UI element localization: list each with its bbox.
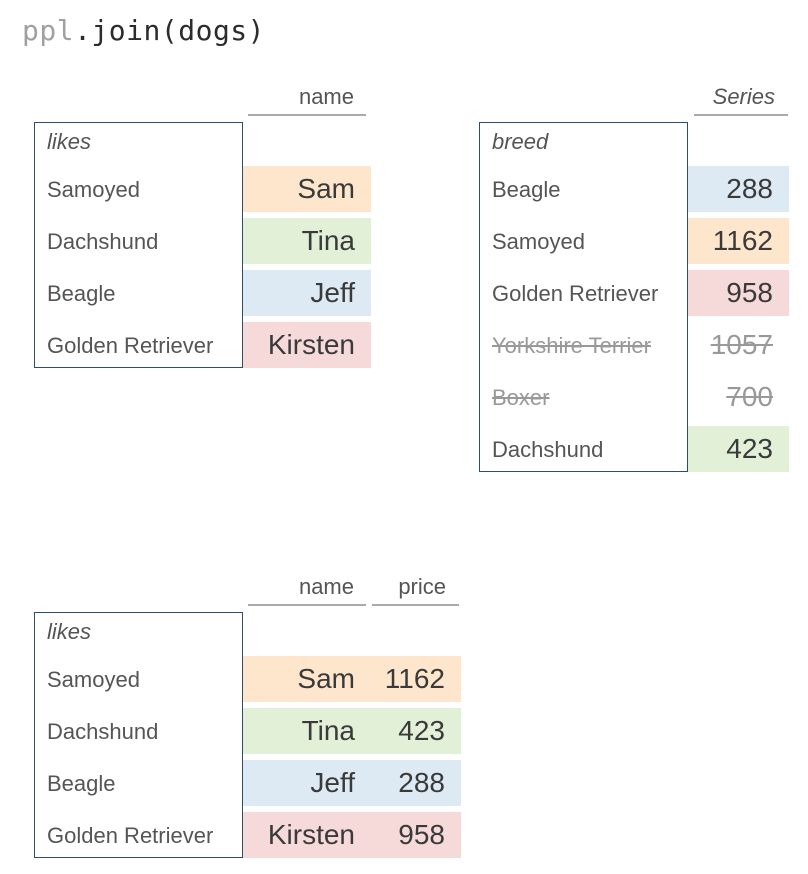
ppl-index-label: Golden Retriever [47, 333, 214, 358]
dogs-value-cell: 958 [688, 270, 789, 316]
result-price-cell: 1162 [371, 656, 461, 702]
ppl-index-label: Dachshund [47, 229, 159, 254]
dogs-index-label: Dachshund [492, 437, 604, 462]
dogs-index-label: Golden Retriever [492, 281, 659, 306]
dogs-value-cell: 1162 [688, 218, 789, 264]
ppl-name-cell: Jeff [243, 270, 371, 316]
ppl-name-cell: Tina [243, 218, 371, 264]
result-column-underline [248, 604, 366, 606]
ppl-index-box: likes Samoyed Dachshund Beagle Golden Re… [34, 122, 243, 368]
result-column-header-name: name [298, 574, 354, 599]
result-name-cell: Sam [243, 656, 371, 702]
result-price-cell: 288 [371, 760, 461, 806]
dogs-index-box: breed Beagle Samoyed Golden Retriever Yo… [479, 122, 688, 472]
result-index-label: Beagle [47, 771, 116, 796]
result-index-label: Dachshund [47, 719, 159, 744]
dogs-value-cell: 423 [688, 426, 789, 472]
dogs-value-cell-dropped: 700 [726, 381, 773, 412]
ppl-index-label: Beagle [47, 281, 116, 306]
dogs-value-cell-dropped: 1057 [710, 329, 773, 360]
ppl-index-name: likes [47, 129, 92, 154]
result-index-label: Samoyed [47, 667, 140, 692]
result-name-cell: Tina [243, 708, 371, 754]
dogs-column-underline [694, 114, 788, 116]
result-column-underline [372, 604, 459, 606]
dogs-index-label: Beagle [492, 177, 561, 202]
dogs-value-cell: 288 [688, 166, 789, 212]
dogs-index-label-dropped: Yorkshire Terrier [492, 333, 651, 358]
result-index-name: likes [47, 619, 92, 644]
result-column-header-price: price [398, 574, 446, 599]
ppl-name-cell: Kirsten [243, 322, 371, 368]
result-index-box: likes Samoyed Dachshund Beagle Golden Re… [34, 612, 243, 858]
result-price-cell: 958 [371, 812, 461, 858]
result-price-cell: 423 [371, 708, 461, 754]
result-index-label: Golden Retriever [47, 823, 214, 848]
ppl-index-label: Samoyed [47, 177, 140, 202]
dogs-index-name: breed [492, 129, 549, 154]
code-expression: ppl.join(dogs) [22, 14, 265, 47]
dogs-index-label: Samoyed [492, 229, 585, 254]
result-name-cell: Kirsten [243, 812, 371, 858]
code-method-call: .join(dogs) [74, 14, 266, 47]
code-object: ppl [22, 14, 75, 47]
ppl-column-underline [248, 114, 366, 116]
ppl-column-header: name [298, 84, 354, 109]
result-name-cell: Jeff [243, 760, 371, 806]
ppl-name-cell: Sam [243, 166, 371, 212]
dogs-index-label-dropped: Boxer [492, 385, 550, 410]
dogs-column-header: Series [712, 84, 775, 109]
